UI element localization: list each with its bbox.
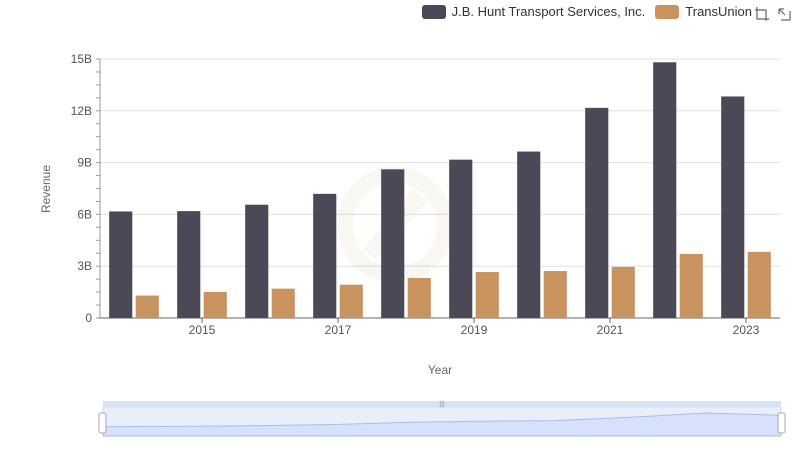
y-axis: 0 3B 6B 9B 12B 15B [71,52,101,325]
bar-jbhunt-2023[interactable] [721,96,745,319]
x-tick-label: 2023 [733,323,760,337]
legend-label-transunion: TransUnion [685,4,752,19]
data-zoom-grip-icon[interactable]: ||| [439,401,445,408]
bar-transunion-2021[interactable] [611,266,635,318]
y-tick-label: 6B [77,207,92,221]
bar-jbhunt-2018[interactable] [381,169,405,318]
bar-jbhunt-2020[interactable] [517,151,541,318]
bar-transunion-2018[interactable] [407,277,431,318]
zoom-icon[interactable] [754,6,770,22]
y-axis-title: Revenue [39,165,53,213]
bars [109,62,771,319]
restore-icon[interactable] [776,6,792,22]
bar-jbhunt-2022[interactable] [653,62,677,318]
legend-item-transunion[interactable]: TransUnion [655,4,752,19]
y-tick-label: 3B [77,259,92,273]
legend-swatch-jbhunt [421,4,446,19]
y-tick-label: 12B [71,104,92,118]
x-tick-label: 2021 [597,323,624,337]
x-tick-label: 2015 [189,323,216,337]
data-zoom-right-handle[interactable] [777,412,786,434]
bar-jbhunt-2015[interactable] [177,211,201,318]
legend-label-jbhunt: J.B. Hunt Transport Services, Inc. [451,4,646,19]
legend-swatch-transunion [655,4,680,19]
legend-item-jbhunt[interactable]: J.B. Hunt Transport Services, Inc. [421,4,646,19]
bar-jbhunt-2017[interactable] [313,193,337,318]
y-tick-label: 15B [71,52,92,66]
bar-transunion-2020[interactable] [543,271,567,318]
x-tick-label: 2017 [325,323,352,337]
bar-jbhunt-2014[interactable] [109,211,133,318]
x-tick-label: 2019 [461,323,488,337]
data-zoom-left-handle[interactable] [98,412,107,434]
bar-transunion-2014[interactable] [135,295,159,318]
bar-jbhunt-2021[interactable] [585,107,609,318]
y-tick-label: 0 [85,311,92,325]
legend: J.B. Hunt Transport Services, Inc. Trans… [421,4,752,19]
bar-transunion-2016[interactable] [271,288,295,318]
x-axis: 2015 2017 2019 2021 2023 [100,317,780,337]
bar-transunion-2022[interactable] [679,253,703,318]
bar-transunion-2017[interactable] [339,284,363,318]
bar-transunion-2015[interactable] [203,291,227,318]
data-zoom-slider[interactable]: ||| [98,401,786,437]
toolbox [754,6,792,22]
y-tick-label: 9B [77,156,92,170]
x-axis-title: Year [428,363,452,377]
bar-transunion-2019[interactable] [475,272,499,318]
bar-transunion-2023[interactable] [747,251,771,318]
bar-jbhunt-2019[interactable] [449,159,473,318]
bar-jbhunt-2016[interactable] [245,204,269,318]
